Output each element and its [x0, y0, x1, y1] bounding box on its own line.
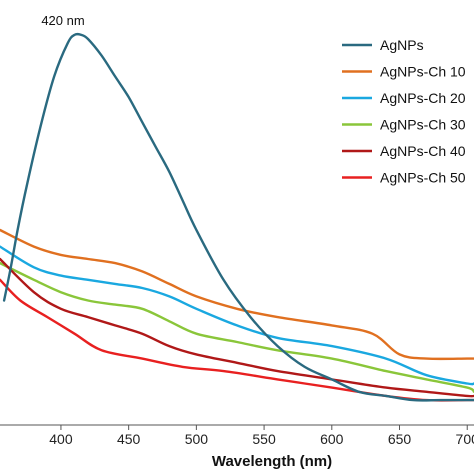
series-line-agnps-ch-40 [0, 257, 474, 398]
series-line-agnps [2, 32, 474, 402]
x-axis-label: Wavelength (nm) [212, 453, 332, 470]
series-line-agnps-ch-20 [0, 245, 474, 386]
series-line-agnps-ch-10 [0, 228, 474, 361]
peak-annotation: 420 nm [41, 13, 84, 28]
series-line-agnps-ch-30 [0, 261, 474, 393]
x-tick-label: 550 [252, 431, 276, 447]
x-ticks: 400 450 500 550 600 650 700 [49, 425, 474, 447]
legend-label: AgNPs-Ch 50 [380, 170, 466, 186]
x-tick-label: 400 [49, 431, 73, 447]
x-tick-label: 450 [117, 431, 141, 447]
legend-label: AgNPs-Ch 30 [380, 117, 466, 133]
x-tick-label: 600 [320, 431, 344, 447]
x-tick-label: 650 [388, 431, 412, 447]
x-tick-label: 700 [456, 431, 474, 447]
x-tick-label: 500 [185, 431, 209, 447]
legend-label: AgNPs-Ch 10 [380, 64, 466, 80]
legend-label: AgNPs-Ch 40 [380, 143, 466, 159]
plot-lines [0, 32, 474, 402]
legend: AgNPs AgNPs-Ch 10 AgNPs-Ch 20 AgNPs-Ch 30 Ag… [342, 37, 466, 186]
legend-label: AgNPs-Ch 20 [380, 90, 466, 106]
legend-label: AgNPs [380, 37, 424, 53]
